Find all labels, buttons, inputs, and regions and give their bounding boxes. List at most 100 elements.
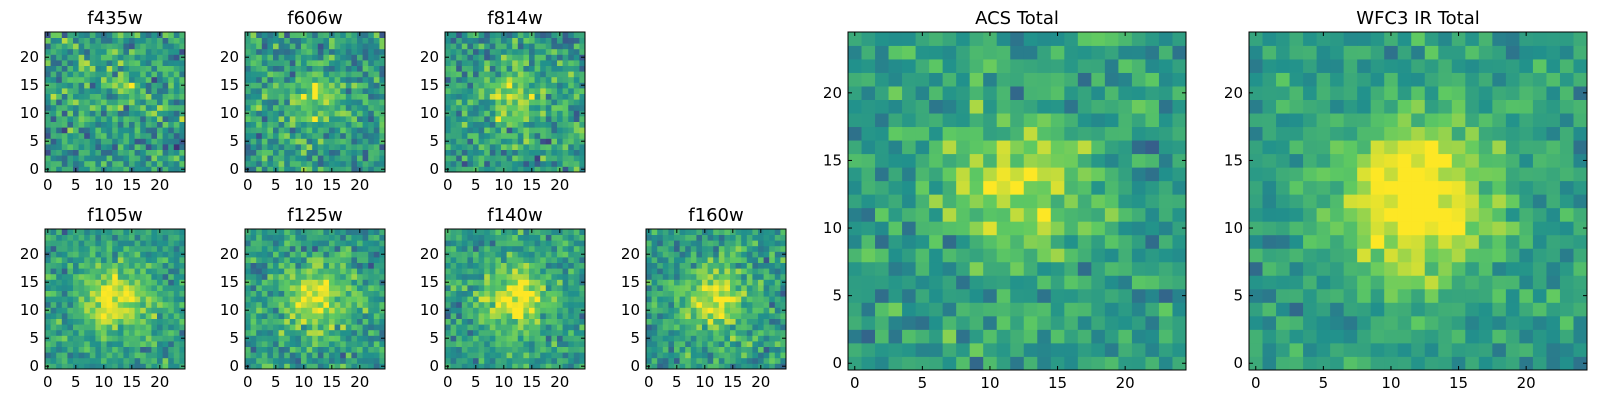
heatmap-cell [478, 279, 485, 286]
heatmap-cell [50, 149, 57, 156]
heatmap-cell [861, 194, 876, 209]
heatmap-cell [256, 138, 263, 145]
heatmap-cell [929, 167, 944, 182]
heatmap-cell [529, 155, 535, 162]
heatmap-cell [368, 273, 375, 280]
heatmap-cell [351, 54, 358, 61]
heatmap-cell [741, 290, 748, 297]
heatmap-cell [450, 54, 457, 61]
heatmap-cell [1037, 342, 1052, 357]
heatmap-cell [730, 268, 736, 275]
heatmap-cell [61, 234, 68, 241]
heatmap-cell [140, 301, 147, 308]
heatmap-cell [769, 262, 776, 269]
heatmap-cell [323, 363, 330, 370]
heatmap-cell [267, 166, 274, 173]
heatmap-cell [545, 76, 552, 83]
heatmap-cell [284, 251, 291, 258]
heatmap-cell [1091, 329, 1106, 344]
heatmap-cell [478, 307, 485, 314]
heatmap-cell [646, 268, 652, 275]
heatmap-cells [245, 229, 386, 370]
heatmap-cell [250, 268, 257, 275]
heatmap-cell [140, 144, 147, 150]
heatmap-cell [461, 60, 468, 66]
heatmap-cell [1077, 194, 1092, 209]
heatmap-cell [752, 357, 759, 364]
heatmap-cell [173, 82, 180, 89]
heatmap-cell [696, 296, 703, 303]
heatmap-cell [256, 116, 263, 122]
heatmap-cell [117, 279, 124, 286]
heatmap-cell [317, 149, 324, 156]
heatmap-cell [267, 318, 274, 325]
heatmap-cell [473, 268, 479, 275]
heatmap-cell [696, 363, 703, 370]
plot-frame [645, 228, 787, 370]
heatmap-cell [162, 307, 169, 314]
heatmap-cell [278, 76, 285, 83]
heatmap-cell [1172, 302, 1187, 317]
heatmap-cell [157, 82, 163, 89]
heatmap-cell [929, 356, 944, 371]
heatmap-cell [512, 76, 519, 83]
heatmap-cell [780, 352, 787, 359]
heatmap-cell [145, 160, 152, 167]
heatmap-cell [50, 352, 57, 359]
heatmap-cell [157, 104, 163, 111]
heatmap-cell [685, 357, 692, 364]
heatmap-cell [95, 335, 102, 342]
heatmap-cell [323, 318, 330, 325]
heatmap-cell [261, 313, 268, 319]
heatmap-cell [512, 229, 519, 235]
heatmap-cell [345, 43, 352, 50]
heatmap-cell [1010, 167, 1025, 182]
heatmap-cell [123, 234, 130, 241]
heatmap-cell [696, 245, 703, 252]
heatmap-cell [357, 132, 363, 139]
heatmap-cell [261, 324, 268, 331]
heatmap-cell [295, 285, 302, 291]
heatmap-cell [467, 285, 474, 291]
heatmap-cell [61, 88, 68, 94]
heatmap-cell [1145, 234, 1160, 249]
heatmap-cell [545, 110, 552, 117]
heatmap-cell [67, 88, 74, 94]
heatmap-cell [140, 155, 147, 162]
heatmap-cell [56, 48, 63, 55]
heatmap-cell [295, 155, 302, 162]
y-tick-label: 5 [229, 132, 239, 150]
heatmap-cell [534, 99, 541, 106]
heatmap-cell [517, 290, 524, 297]
heatmap-cell [323, 54, 330, 61]
heatmap-cell [67, 341, 74, 347]
heatmap-cell [902, 153, 916, 168]
heatmap-cell [284, 132, 291, 139]
x-tick-label: 0 [443, 373, 453, 391]
heatmap-cell [134, 234, 141, 241]
heatmap-cell [373, 121, 380, 128]
heatmap-cell [84, 257, 91, 263]
heatmap-cell [679, 245, 686, 252]
heatmap-cell [456, 285, 463, 291]
heatmap-cell [741, 296, 748, 303]
heatmap-cell [89, 88, 96, 94]
heatmap-cell [317, 357, 324, 364]
heatmap-cell [735, 335, 742, 342]
heatmap-cell [73, 155, 79, 162]
heatmap-cell [534, 116, 541, 122]
heatmap-cell [162, 346, 169, 353]
heatmap-cell [345, 93, 352, 100]
heatmap-cell [245, 346, 251, 353]
heatmap-cell [261, 290, 268, 297]
heatmap-cell [763, 251, 770, 258]
heatmap-cell [50, 279, 57, 286]
heatmap-cell [95, 132, 102, 139]
heatmap-cell [540, 318, 547, 325]
heatmap-cell [1077, 248, 1092, 263]
heatmap-cell [345, 335, 352, 342]
heatmap-cell [173, 166, 180, 173]
heatmap-cell [696, 290, 703, 297]
x-tick-label: 10 [94, 373, 113, 391]
heatmap-cell [379, 229, 386, 235]
